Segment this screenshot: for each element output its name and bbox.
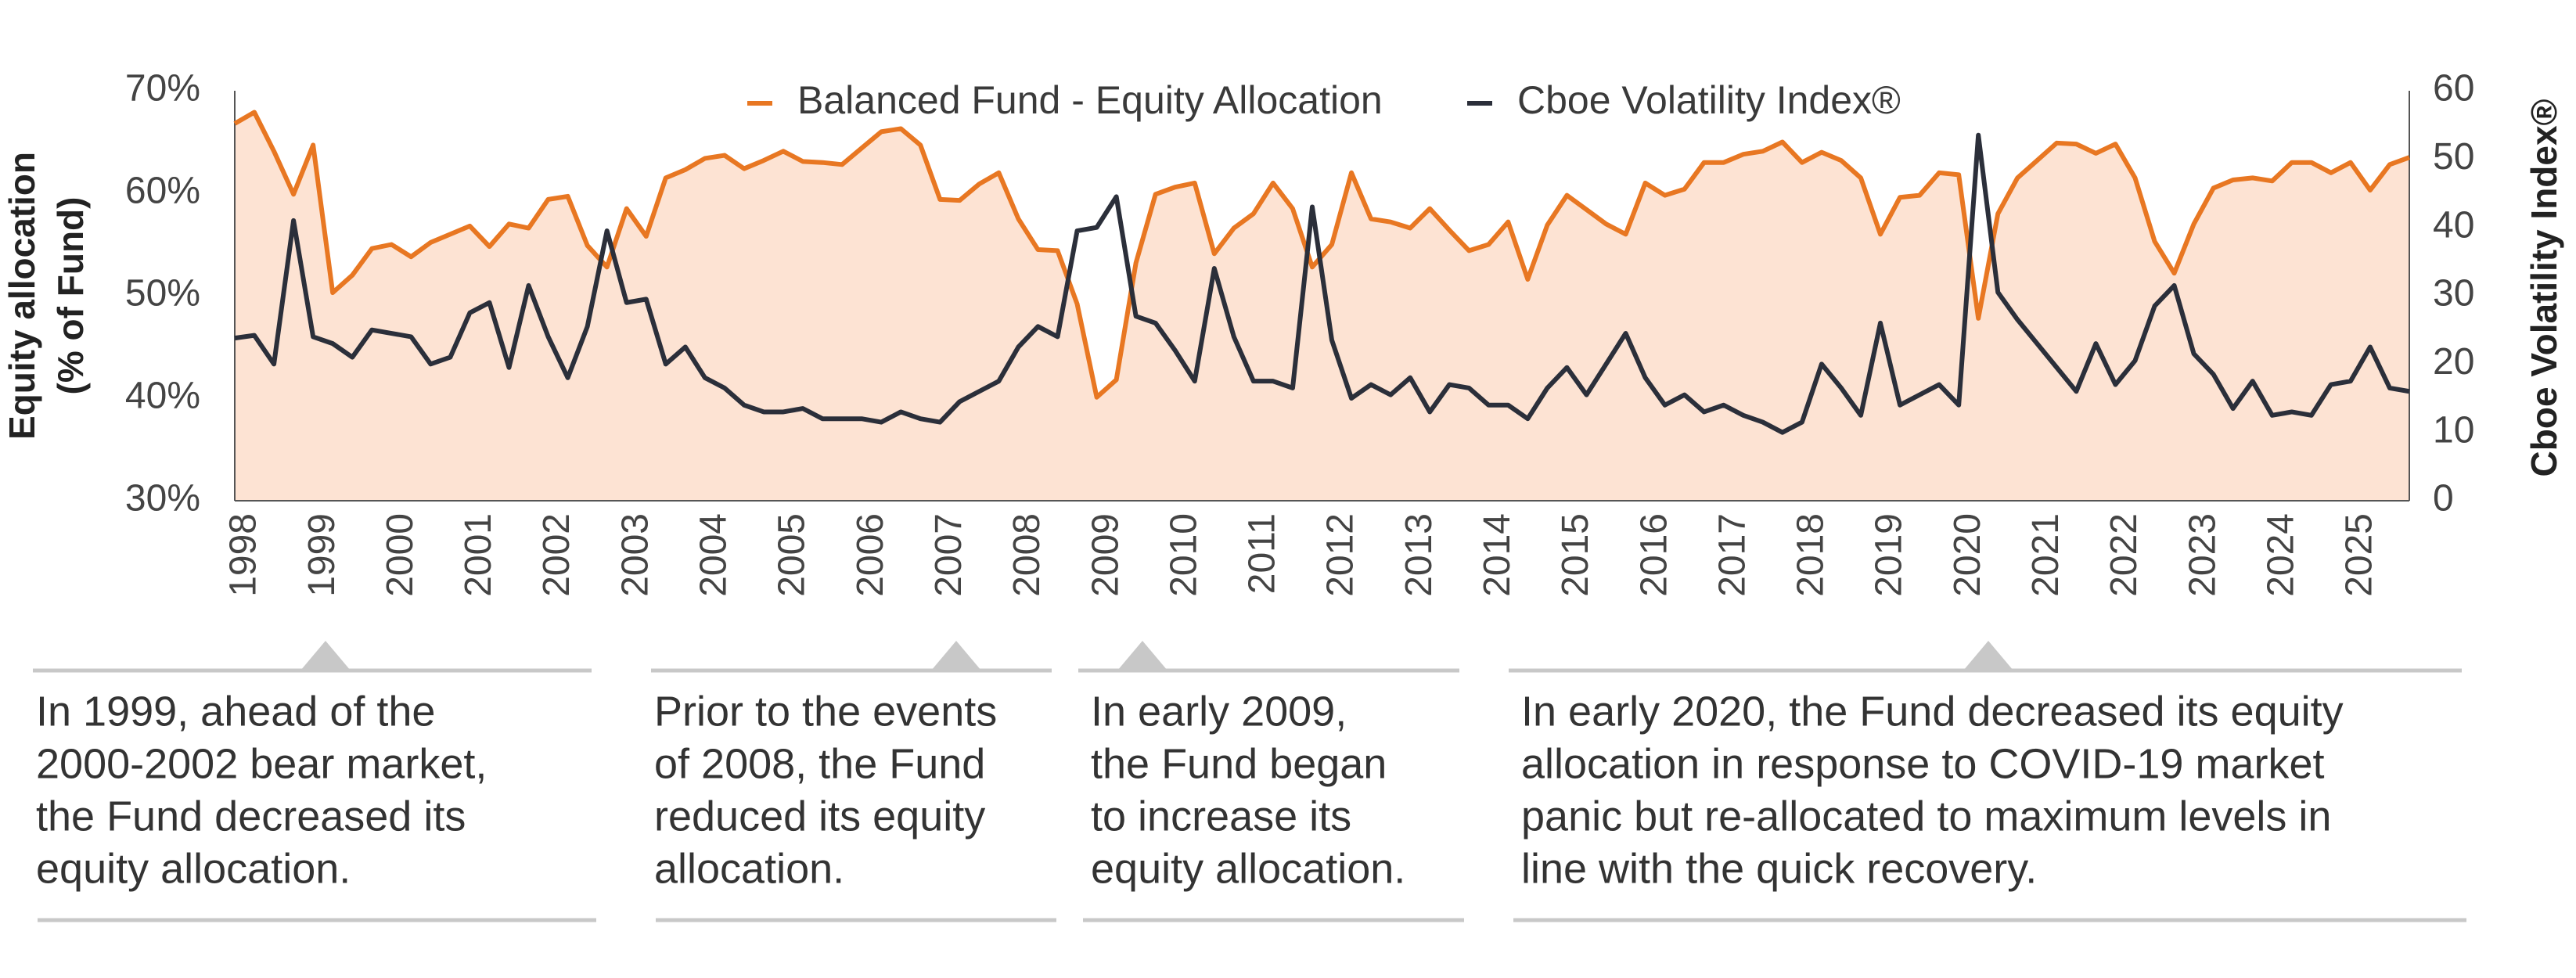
line bbox=[233, 110, 2411, 400]
y-axis-title: (% of Fund) bbox=[50, 197, 91, 395]
x-tick-label: 2009 bbox=[1085, 513, 1126, 597]
x-tick-label: 1999 bbox=[301, 513, 343, 597]
y2-tick-label: 50 bbox=[2433, 136, 2474, 178]
x-tick-label: 2012 bbox=[1320, 513, 1362, 597]
x-tick-label: 2015 bbox=[1555, 513, 1596, 597]
note-pointer bbox=[300, 641, 351, 671]
y-axis-title: Equity allocation bbox=[2, 152, 42, 440]
note-pointer bbox=[1963, 641, 2013, 671]
x-tick-label: 1998 bbox=[223, 513, 264, 597]
x-tick-label: 2017 bbox=[1711, 513, 1753, 597]
x-tick-label: 2011 bbox=[1242, 513, 1283, 594]
x-tick-label: 2014 bbox=[1477, 513, 1518, 597]
note-text: the Fund decreased its bbox=[36, 793, 466, 840]
x-tick-label: 2010 bbox=[1163, 513, 1204, 597]
x-tick-label: 2005 bbox=[772, 513, 813, 597]
x-tick-label: 2022 bbox=[2103, 513, 2145, 597]
y-tick-label: 30% bbox=[125, 478, 200, 520]
note-text: Prior to the events bbox=[654, 688, 997, 735]
x-tick-label: 2002 bbox=[536, 513, 577, 597]
area bbox=[235, 112, 2409, 501]
x-tick-label: 2004 bbox=[693, 513, 735, 597]
x-tick-label: 2021 bbox=[2025, 513, 2067, 597]
x-tick-label: 2025 bbox=[2339, 513, 2380, 597]
x-tick-label: 2024 bbox=[2260, 513, 2301, 597]
y2-axis-title: Cboe Volatility Index® bbox=[2524, 99, 2564, 476]
note-text: of 2008, the Fund bbox=[654, 740, 985, 787]
y-tick-label: 50% bbox=[125, 273, 200, 315]
note-pointer bbox=[1117, 641, 1167, 671]
y2-tick-label: 60 bbox=[2433, 68, 2474, 110]
note-text: to increase its bbox=[1091, 793, 1351, 840]
x-tick-label: 2007 bbox=[928, 513, 970, 597]
y-tick-label: 60% bbox=[125, 171, 200, 212]
note-text: line with the quick recovery. bbox=[1521, 845, 2037, 892]
x-tick-label: 2016 bbox=[1633, 513, 1675, 597]
note-text: In early 2020, the Fund decreased its eq… bbox=[1521, 688, 2344, 735]
y2-tick-label: 30 bbox=[2433, 273, 2474, 315]
y-tick-label: 40% bbox=[125, 376, 200, 417]
legend-label: Balanced Fund - Equity Allocation bbox=[797, 78, 1383, 122]
line bbox=[234, 132, 2410, 435]
x-tick-label: 2013 bbox=[1398, 513, 1440, 597]
note-text: allocation in response to COVID-19 marke… bbox=[1521, 740, 2324, 787]
note-pointer bbox=[931, 641, 981, 671]
y2-tick-label: 40 bbox=[2433, 204, 2474, 246]
y2-tick-label: 0 bbox=[2433, 478, 2454, 520]
y2-tick-label: 20 bbox=[2433, 341, 2474, 383]
note-text: equity allocation. bbox=[36, 845, 351, 892]
y-tick-label: 70% bbox=[125, 68, 200, 110]
y2-tick-label: 10 bbox=[2433, 409, 2474, 451]
x-tick-label: 2003 bbox=[614, 513, 656, 597]
x-tick-label: 2018 bbox=[1790, 513, 1832, 597]
note-text: the Fund began bbox=[1091, 740, 1387, 787]
x-tick-label: 2023 bbox=[2182, 513, 2223, 597]
note-text: reduced its equity bbox=[654, 793, 985, 840]
note-text: allocation. bbox=[654, 845, 844, 892]
note-text: In 1999, ahead of the bbox=[36, 688, 435, 735]
x-tick-label: 2000 bbox=[380, 513, 421, 597]
note-text: 2000-2002 bear market, bbox=[36, 740, 487, 787]
x-tick-label: 2019 bbox=[1869, 513, 1910, 597]
note-text: In early 2009, bbox=[1091, 688, 1347, 735]
x-tick-label: 2020 bbox=[1947, 513, 1988, 597]
note-text: equity allocation. bbox=[1091, 845, 1405, 892]
x-tick-label: 2008 bbox=[1006, 513, 1048, 597]
legend-label: Cboe Volatility Index® bbox=[1517, 78, 1901, 122]
note-text: panic but re-allocated to maximum levels… bbox=[1521, 793, 2331, 840]
x-tick-label: 2006 bbox=[850, 513, 891, 597]
x-tick-label: 2001 bbox=[458, 513, 499, 597]
